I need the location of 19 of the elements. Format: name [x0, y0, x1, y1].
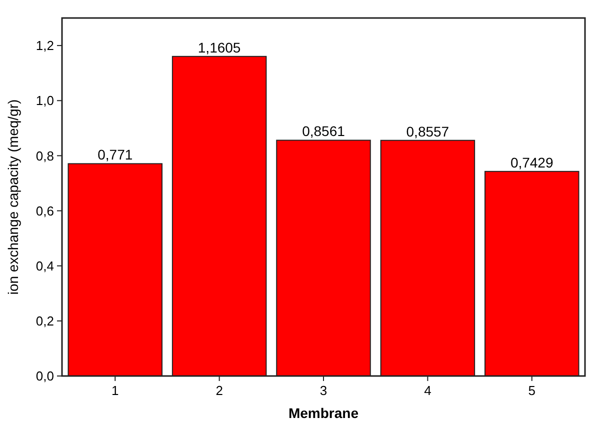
x-tick-label: 5: [528, 383, 536, 398]
data-label: 0,8557: [406, 123, 450, 140]
x-axis-title: Membrane: [288, 405, 359, 421]
y-tick-label: 1,2: [36, 38, 54, 54]
y-tick-label: 0,4: [36, 258, 54, 274]
y-tick-label: 0,2: [36, 313, 54, 328]
y-tick-label: 0,0: [36, 368, 54, 384]
x-tick-label: 1: [112, 383, 119, 398]
data-label: 0,771: [98, 146, 133, 163]
y-axis-title: ion exchange capacity (meq/gr): [5, 99, 21, 295]
x-tick-label: 4: [424, 383, 432, 398]
y-tick-label: 1,0: [36, 93, 54, 108]
data-label: 0,8561: [302, 123, 346, 140]
x-tick-label: 3: [320, 383, 328, 398]
y-tick-label: 0,8: [36, 148, 54, 164]
y-tick-label: 0,6: [36, 203, 54, 218]
data-label: 0,7429: [510, 154, 554, 170]
data-label: 1,1605: [198, 39, 241, 56]
x-tick-label: 2: [216, 383, 223, 398]
